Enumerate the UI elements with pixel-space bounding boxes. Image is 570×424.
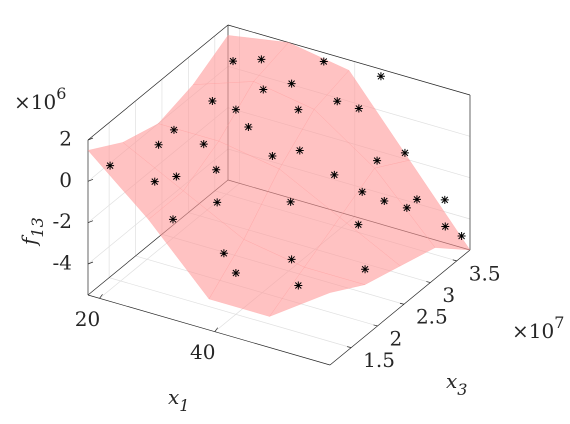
data-point <box>380 197 389 206</box>
data-point <box>441 222 450 231</box>
surface-patch <box>268 266 366 318</box>
data-point <box>231 268 240 277</box>
data-point <box>287 255 296 264</box>
y-tick-label: 3.5 <box>469 261 501 285</box>
data-point <box>229 57 238 66</box>
surface-patch <box>303 217 401 285</box>
data-point <box>361 265 370 274</box>
tick-mark <box>99 294 103 299</box>
z-tick-label: 2 <box>59 127 72 151</box>
tick-mark <box>426 281 431 283</box>
data-point <box>402 203 411 212</box>
y-tick-label: 1.5 <box>363 348 395 372</box>
data-point <box>412 195 421 204</box>
z-exponent: ×106 <box>14 84 66 114</box>
data-point <box>457 232 466 241</box>
z-axis-label-index: 13 <box>28 217 47 237</box>
data-point <box>376 72 385 81</box>
axis-box <box>227 24 471 96</box>
data-point <box>354 104 363 113</box>
tick-mark <box>87 261 94 265</box>
data-point <box>231 105 240 114</box>
tick-mark <box>214 327 219 332</box>
data-point <box>213 198 222 207</box>
data-point <box>154 140 163 149</box>
axis-box <box>87 24 229 141</box>
data-point <box>168 215 177 224</box>
data-point <box>330 170 339 179</box>
y-axis-label-text: x <box>446 369 457 393</box>
y-tick-label: 2.5 <box>416 305 448 329</box>
z-tick-label: -2 <box>53 209 72 233</box>
z-exponent-index: 6 <box>56 84 66 103</box>
x-axis-label: x1 <box>168 385 189 415</box>
data-point <box>150 177 159 186</box>
data-point <box>294 281 303 290</box>
data-point <box>319 57 328 66</box>
grid-line <box>109 277 352 348</box>
axis-box <box>87 294 331 366</box>
tick-mark <box>373 324 378 327</box>
y-tick-label: 3 <box>442 283 455 307</box>
tick-mark <box>87 137 94 141</box>
data-point <box>287 79 296 88</box>
y-tick-label: 2 <box>390 326 403 350</box>
tick-mark <box>87 179 94 182</box>
data-point <box>295 146 304 155</box>
data-point <box>244 122 253 131</box>
y-axis-label: x3 <box>446 369 467 399</box>
data-point <box>333 97 342 106</box>
data-point <box>169 125 178 134</box>
data-point <box>286 197 295 206</box>
data-point <box>172 172 181 181</box>
data-point <box>358 187 367 196</box>
data-point <box>400 148 409 157</box>
z-axis-label: f13 <box>17 217 47 247</box>
data-point <box>208 97 217 106</box>
data-point <box>212 165 221 174</box>
tick-mark <box>399 302 405 305</box>
axis-box <box>329 249 471 366</box>
x-axis-label-text: x <box>168 385 179 409</box>
z-exponent-text: ×10 <box>14 90 56 114</box>
data-point <box>440 195 449 204</box>
x-tick-label: 20 <box>75 307 100 331</box>
tick-mark <box>87 220 94 223</box>
data-point <box>259 85 268 94</box>
data-point <box>373 156 382 165</box>
data-point <box>199 140 208 149</box>
data-point <box>219 249 228 258</box>
surface-patch <box>339 167 436 267</box>
z-tick-label: 0 <box>59 168 72 192</box>
data-point <box>354 220 363 229</box>
y-exponent-text: ×10 <box>512 319 554 343</box>
x-tick-label: 40 <box>190 340 215 364</box>
x-axis-label-index: 1 <box>179 396 189 415</box>
tick-mark <box>347 346 352 348</box>
y-exponent-index: 7 <box>554 313 564 332</box>
data-point <box>294 105 303 114</box>
data-point <box>268 151 277 160</box>
y-exponent: ×107 <box>512 313 564 343</box>
data-point <box>257 55 266 64</box>
z-tick-label: -4 <box>53 251 72 275</box>
y-axis-label-index: 3 <box>457 380 467 399</box>
tick-mark <box>452 259 457 262</box>
data-point <box>106 161 115 170</box>
